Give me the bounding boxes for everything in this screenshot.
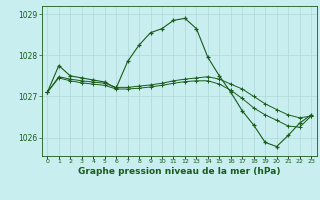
X-axis label: Graphe pression niveau de la mer (hPa): Graphe pression niveau de la mer (hPa)	[78, 167, 280, 176]
